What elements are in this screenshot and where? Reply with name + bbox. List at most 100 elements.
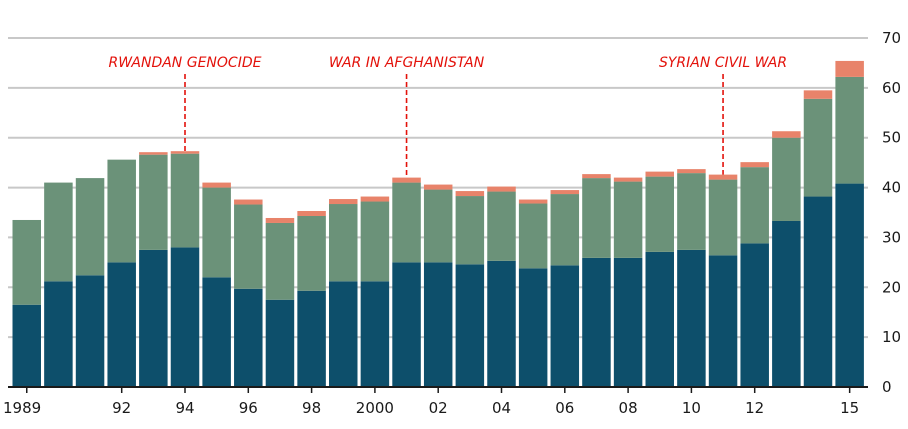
bar-bottom-2004 — [487, 260, 516, 387]
bar-top-2004 — [487, 186, 516, 192]
x-tick-label-2004: 04 — [492, 399, 511, 417]
bar-middle-2009 — [645, 176, 674, 252]
bar-bottom-2014 — [803, 196, 833, 387]
bar-top-2003 — [455, 191, 485, 197]
bar-bottom-1995 — [202, 277, 231, 387]
bar-bottom-1998 — [297, 290, 326, 387]
y-tick-label-50: 50 — [882, 129, 901, 147]
bar-bottom-2001 — [392, 262, 421, 387]
bar-bottom-1994 — [170, 247, 200, 387]
bar-bottom-1993 — [139, 249, 168, 387]
x-tick-label-2006: 06 — [555, 399, 574, 417]
x-tick-label-2002: 02 — [429, 399, 448, 417]
bar-top-2008 — [613, 177, 643, 182]
bar-middle-2014 — [803, 98, 833, 197]
bar-middle-2004 — [487, 191, 516, 261]
bar-bottom-2010 — [677, 249, 706, 387]
bar-middle-2006 — [550, 194, 580, 266]
bar-top-2012 — [740, 162, 769, 168]
bar-middle-1989 — [12, 219, 41, 305]
bar-middle-1991 — [75, 178, 105, 276]
y-tick-label-40: 40 — [882, 179, 901, 197]
bar-middle-1996 — [234, 204, 263, 289]
bar-middle-2011 — [708, 179, 738, 256]
bar-top-2011 — [708, 174, 738, 180]
annotation-label-2001: WAR IN AFGHANISTAN — [329, 55, 485, 71]
bar-middle-2000 — [360, 201, 390, 282]
x-tick-label-1996: 96 — [239, 399, 258, 417]
x-tick-label-1989: 1989 — [3, 399, 41, 417]
bar-bottom-2013 — [772, 220, 801, 387]
bar-bottom-2007 — [582, 257, 611, 387]
bar-bottom-2008 — [613, 257, 643, 387]
bar-middle-1994 — [170, 153, 200, 248]
bar-bottom-2015 — [835, 183, 864, 387]
bar-bottom-2003 — [455, 264, 485, 387]
y-tick-label-10: 10 — [882, 328, 901, 346]
bar-top-2001 — [392, 177, 421, 183]
bar-bottom-2002 — [423, 262, 453, 387]
bar-middle-2013 — [772, 137, 801, 221]
bar-bottom-1992 — [107, 262, 136, 387]
x-tick-label-1994: 94 — [175, 399, 194, 417]
bar-middle-2003 — [455, 196, 485, 265]
bar-top-2000 — [360, 196, 390, 202]
axes: 0 10 20 30 40 50 60 70 1989 92 94 96 98 2000 02 04 06 08 1… — [3, 29, 901, 417]
bar-middle-1990 — [44, 182, 73, 282]
annotation-label-2011: SYRIAN CIVIL WAR — [659, 55, 787, 71]
x-tick-label-1998: 98 — [302, 399, 321, 417]
bar-bottom-2009 — [645, 251, 674, 387]
bar-top-1995 — [202, 182, 231, 188]
bar-top-2013 — [772, 131, 801, 138]
bar-middle-2010 — [677, 173, 706, 250]
bar-top-1997 — [265, 217, 295, 223]
bar-bottom-1996 — [234, 288, 263, 387]
y-tick-label-30: 30 — [882, 228, 901, 246]
bar-middle-1995 — [202, 187, 231, 278]
annotations: RWANDAN GENOCIDE WAR IN AFGHANISTAN SYRIAN… — [109, 55, 787, 178]
bar-top-1994 — [170, 151, 200, 154]
bar-bottom-1997 — [265, 299, 295, 387]
bar-middle-2002 — [423, 189, 453, 263]
x-tick-label-1992: 92 — [112, 399, 131, 417]
bar-middle-2001 — [392, 182, 421, 263]
bar-bottom-2012 — [740, 243, 769, 387]
bar-top-2015 — [835, 60, 864, 77]
annotation-label-1994: RWANDAN GENOCIDE — [109, 55, 262, 71]
bar-bottom-1991 — [75, 275, 105, 387]
bar-top-1999 — [329, 199, 358, 205]
y-tick-label-60: 60 — [882, 79, 901, 97]
bar-bottom-2000 — [360, 281, 390, 387]
bar-top-1998 — [297, 211, 326, 216]
bar-top-2006 — [550, 190, 580, 195]
bar-bottom-1989 — [12, 304, 41, 387]
bar-middle-1999 — [329, 204, 358, 282]
bar-middle-2008 — [613, 181, 643, 258]
x-tick-label-2010: 10 — [682, 399, 701, 417]
bars — [12, 60, 864, 387]
bar-top-2005 — [518, 199, 548, 204]
bar-bottom-2011 — [708, 255, 738, 387]
bar-middle-1998 — [297, 215, 326, 291]
bar-bottom-1990 — [44, 281, 73, 387]
y-tick-label-0: 0 — [882, 378, 892, 396]
bar-top-1993 — [139, 152, 168, 155]
bar-top-2009 — [645, 171, 674, 177]
bar-top-2014 — [803, 90, 833, 99]
bar-middle-1997 — [265, 222, 295, 300]
bar-middle-2015 — [835, 76, 864, 184]
bar-middle-1992 — [107, 159, 136, 263]
y-tick-label-70: 70 — [882, 29, 901, 47]
x-tick-label-2000: 2000 — [356, 399, 394, 417]
bar-bottom-2005 — [518, 268, 548, 387]
bar-middle-1993 — [139, 154, 168, 250]
x-tick-label-2008: 08 — [619, 399, 638, 417]
x-tick-label-2012: 12 — [745, 399, 764, 417]
bar-top-2007 — [582, 174, 611, 179]
y-tick-label-20: 20 — [882, 278, 901, 296]
bar-bottom-2006 — [550, 265, 580, 387]
bar-top-2002 — [423, 184, 453, 190]
bar-bottom-1999 — [329, 281, 358, 387]
